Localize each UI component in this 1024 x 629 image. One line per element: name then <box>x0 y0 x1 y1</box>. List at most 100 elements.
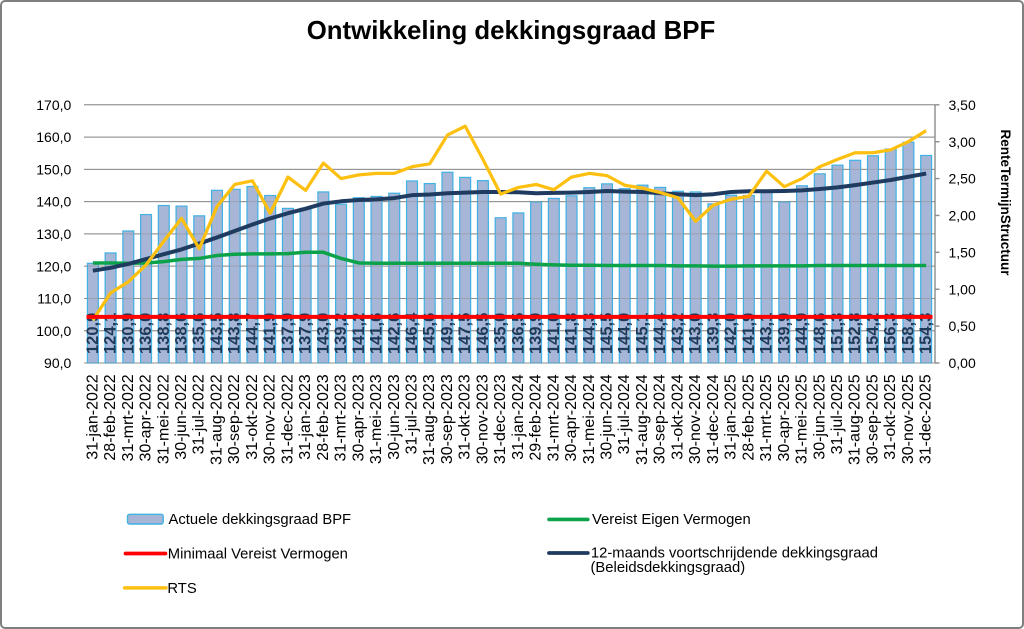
svg-text:136,0: 136,0 <box>137 313 155 354</box>
svg-text:31-aug-2025: 31-aug-2025 <box>847 374 864 465</box>
svg-text:0,50: 0,50 <box>949 318 976 334</box>
svg-text:143,0: 143,0 <box>687 313 705 354</box>
svg-text:31-mei-2024: 31-mei-2024 <box>581 374 598 464</box>
svg-text:31-mrt-2022: 31-mrt-2022 <box>120 374 137 461</box>
svg-text:30-jun-2023: 30-jun-2023 <box>386 374 403 460</box>
svg-text:160,0: 160,0 <box>36 129 71 145</box>
svg-text:148,6: 148,6 <box>811 313 829 354</box>
svg-text:28-feb-2022: 28-feb-2022 <box>102 374 119 460</box>
svg-text:100,0: 100,0 <box>36 323 71 339</box>
svg-text:3,00: 3,00 <box>949 134 976 150</box>
svg-text:135,0: 135,0 <box>492 313 510 354</box>
svg-text:154,2: 154,2 <box>864 313 882 354</box>
svg-text:Ontwikkeling dekkingsgraad BPF: Ontwikkeling dekkingsgraad BPF <box>307 17 716 45</box>
svg-text:135,6: 135,6 <box>190 313 208 354</box>
svg-text:(Beleidsdekkingsgraad): (Beleidsdekkingsgraad) <box>591 560 746 576</box>
svg-text:30-sep-2022: 30-sep-2022 <box>226 374 243 464</box>
svg-text:139,2: 139,2 <box>332 313 350 354</box>
svg-text:30-sep-2023: 30-sep-2023 <box>439 374 456 464</box>
svg-text:31-mei-2025: 31-mei-2025 <box>794 374 811 464</box>
svg-text:145,6: 145,6 <box>421 313 439 354</box>
svg-text:31-mrt-2025: 31-mrt-2025 <box>758 374 775 461</box>
svg-text:31-mei-2023: 31-mei-2023 <box>368 374 385 464</box>
svg-text:31-dec-2022: 31-dec-2022 <box>279 374 296 464</box>
svg-text:144,4: 144,4 <box>651 312 669 354</box>
svg-text:145,1: 145,1 <box>633 313 651 354</box>
svg-text:31-dec-2023: 31-dec-2023 <box>492 374 509 464</box>
svg-text:31-jul-2025: 31-jul-2025 <box>829 374 846 454</box>
svg-text:147,5: 147,5 <box>456 313 474 354</box>
svg-text:30-nov-2022: 30-nov-2022 <box>262 374 279 464</box>
svg-text:144,9: 144,9 <box>793 313 811 354</box>
svg-text:144,0: 144,0 <box>616 313 634 354</box>
svg-text:28-feb-2023: 28-feb-2023 <box>315 374 332 460</box>
svg-text:137,9: 137,9 <box>279 313 297 354</box>
svg-text:139,9: 139,9 <box>775 313 793 354</box>
svg-text:31-jan-2024: 31-jan-2024 <box>510 374 527 460</box>
svg-text:120,9: 120,9 <box>84 313 102 354</box>
svg-text:141,6: 141,6 <box>368 313 386 354</box>
svg-text:RenteTermijnStructuur: RenteTermijnStructuur <box>998 129 1013 276</box>
svg-text:130,0: 130,0 <box>36 226 71 242</box>
svg-text:3,50: 3,50 <box>949 97 976 113</box>
svg-text:31-okt-2024: 31-okt-2024 <box>669 374 686 459</box>
svg-text:30-nov-2024: 30-nov-2024 <box>687 374 704 464</box>
svg-text:144,7: 144,7 <box>243 313 261 354</box>
svg-text:146,4: 146,4 <box>403 312 421 354</box>
svg-text:158,4: 158,4 <box>899 312 917 354</box>
svg-text:141,8: 141,8 <box>563 313 581 354</box>
svg-text:30-apr-2023: 30-apr-2023 <box>350 374 367 461</box>
svg-text:31-aug-2022: 31-aug-2022 <box>208 374 225 465</box>
svg-text:149,1: 149,1 <box>438 313 456 354</box>
svg-text:150,0: 150,0 <box>36 161 71 177</box>
svg-text:28-feb-2025: 28-feb-2025 <box>740 374 757 460</box>
svg-text:31-jan-2025: 31-jan-2025 <box>723 374 740 460</box>
svg-text:29-feb-2024: 29-feb-2024 <box>528 374 545 460</box>
svg-text:31-jul-2022: 31-jul-2022 <box>191 374 208 454</box>
svg-text:30-apr-2022: 30-apr-2022 <box>138 374 155 461</box>
svg-text:130,9: 130,9 <box>119 313 137 354</box>
svg-text:110,0: 110,0 <box>37 291 71 307</box>
svg-text:145,5: 145,5 <box>598 313 616 354</box>
svg-text:30-nov-2023: 30-nov-2023 <box>474 374 491 464</box>
svg-text:31-dec-2024: 31-dec-2024 <box>705 374 722 464</box>
svg-text:140,0: 140,0 <box>36 194 71 210</box>
svg-text:142,6: 142,6 <box>385 313 403 354</box>
svg-text:31-mei-2022: 31-mei-2022 <box>155 374 172 464</box>
svg-text:138,6: 138,6 <box>173 313 191 354</box>
svg-text:143,5: 143,5 <box>208 313 226 354</box>
svg-text:146,5: 146,5 <box>474 313 492 354</box>
svg-text:136,5: 136,5 <box>509 313 527 354</box>
svg-text:142,0: 142,0 <box>722 313 740 354</box>
svg-text:1,00: 1,00 <box>949 281 976 297</box>
svg-text:141,2: 141,2 <box>350 313 368 354</box>
svg-text:139,3: 139,3 <box>704 313 722 354</box>
svg-text:143,2: 143,2 <box>669 313 687 354</box>
svg-text:31-mrt-2023: 31-mrt-2023 <box>333 374 350 461</box>
svg-text:139,9: 139,9 <box>527 313 545 354</box>
svg-text:31-dec-2025: 31-dec-2025 <box>918 374 935 464</box>
svg-text:30-sep-2024: 30-sep-2024 <box>652 374 669 464</box>
svg-text:31-aug-2023: 31-aug-2023 <box>421 374 438 465</box>
svg-text:30-nov-2025: 30-nov-2025 <box>900 374 917 464</box>
svg-text:2,50: 2,50 <box>949 171 976 187</box>
svg-text:31-okt-2022: 31-okt-2022 <box>244 374 261 459</box>
svg-text:124,1: 124,1 <box>102 313 120 354</box>
svg-text:137,9: 137,9 <box>297 313 315 354</box>
svg-text:151,3: 151,3 <box>828 313 846 354</box>
svg-text:30-sep-2025: 30-sep-2025 <box>864 374 881 464</box>
svg-text:Minimaal Vereist Vermogen: Minimaal Vereist Vermogen <box>168 546 348 562</box>
svg-text:170,0: 170,0 <box>36 97 71 113</box>
svg-text:120,0: 120,0 <box>36 258 71 274</box>
svg-text:141,0: 141,0 <box>545 313 563 354</box>
svg-text:154,3: 154,3 <box>917 313 935 354</box>
svg-text:152,8: 152,8 <box>846 313 864 354</box>
svg-text:141,9: 141,9 <box>740 313 758 354</box>
svg-text:31-jul-2023: 31-jul-2023 <box>403 374 420 454</box>
svg-text:0,00: 0,00 <box>949 355 976 371</box>
svg-text:31-okt-2023: 31-okt-2023 <box>457 374 474 459</box>
svg-text:30-jun-2022: 30-jun-2022 <box>173 374 190 460</box>
svg-text:31-mrt-2024: 31-mrt-2024 <box>545 374 562 461</box>
svg-text:30-jun-2024: 30-jun-2024 <box>599 374 616 460</box>
svg-text:30-jun-2025: 30-jun-2025 <box>811 374 828 460</box>
